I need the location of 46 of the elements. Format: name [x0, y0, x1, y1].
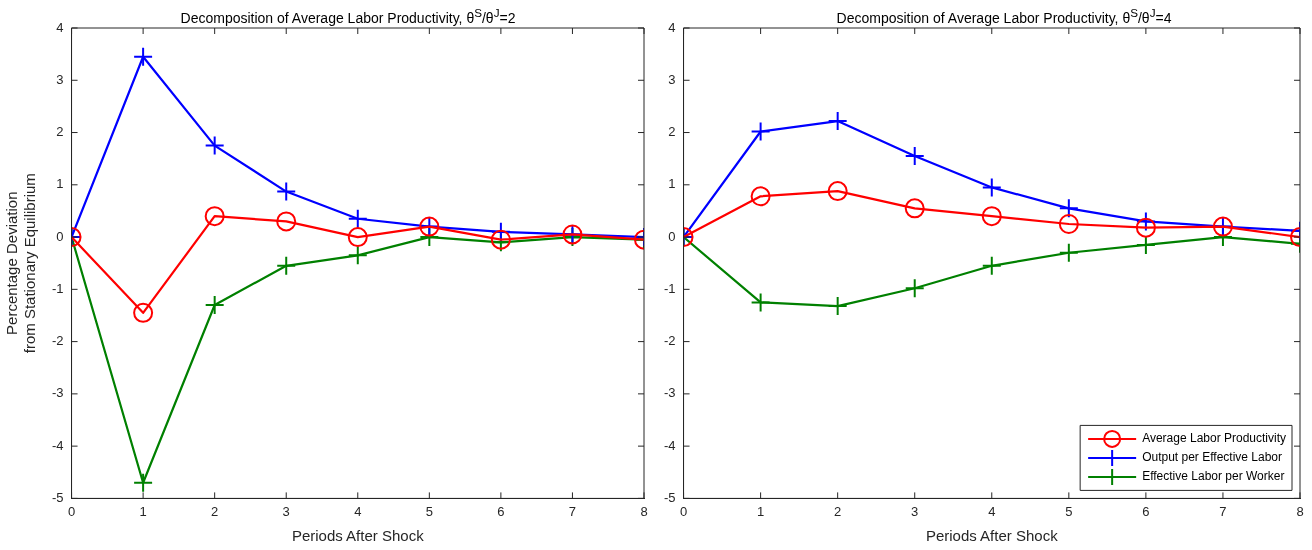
chart-title: Decomposition of Average Labor Productivity, θ$^{S}$/θ$^{J}$=4	[835, 6, 1173, 26]
y-tick-label: -1	[52, 280, 64, 296]
legend-label: Output per Effective Labor	[1142, 450, 1283, 465]
y-tick-label: -4	[664, 437, 676, 453]
x-tick-label: 7	[1219, 503, 1227, 519]
x-tick-label: 8	[640, 503, 648, 519]
y-tick-label: 0	[668, 228, 676, 244]
x-tick-label: 2	[834, 503, 842, 519]
y-tick-label: 2	[56, 124, 64, 140]
x-tick-label: 6	[1142, 503, 1150, 519]
chart-title: Decomposition of Average Labor Productivity, θ$^{S}$/θ$^{J}$=2	[180, 6, 516, 26]
y-tick-label: -1	[664, 280, 676, 296]
y-tick-label: -5	[664, 489, 676, 505]
y-tick-label: -4	[52, 437, 64, 453]
x-tick-label: 0	[67, 503, 76, 519]
x-tick-label: 8	[1296, 503, 1304, 519]
x-axis-title: Periods After Shock	[925, 527, 1059, 545]
y-tick-label: 1	[668, 176, 676, 192]
y-tick-label: 4	[668, 19, 676, 35]
y-tick-label: -3	[664, 385, 676, 401]
legend-label: Effective Labor per Worker	[1142, 469, 1285, 484]
x-tick-label: 1	[757, 503, 765, 519]
legend-label: Average Labor Productivity	[1142, 431, 1286, 446]
y-tick-label: 3	[668, 71, 676, 87]
x-tick-label: 6	[497, 503, 505, 519]
y-tick-label: -2	[52, 333, 64, 349]
x-tick-label: 2	[211, 503, 219, 519]
x-tick-label: 5	[1065, 503, 1073, 519]
y-tick-label: 1	[56, 176, 64, 192]
x-tick-label: 7	[568, 503, 577, 519]
y-tick-label: -2	[664, 333, 676, 349]
y-tick-label: 0	[56, 228, 64, 244]
y-tick-label: -5	[52, 489, 64, 505]
x-tick-label: 3	[911, 503, 919, 519]
y-tick-label: -3	[52, 385, 64, 401]
y-tick-label: 4	[56, 19, 64, 35]
y-tick-label: 3	[56, 71, 64, 87]
x-tick-label: 3	[282, 503, 290, 519]
x-tick-label: 4	[354, 503, 362, 519]
x-tick-label: 0	[679, 503, 688, 519]
y-tick-label: 2	[668, 124, 676, 140]
x-tick-label: 1	[139, 503, 147, 519]
x-axis-title: Periods After Shock	[291, 527, 425, 545]
x-tick-label: 5	[425, 503, 433, 519]
y-axis-title: Percentage Deviation from Stationary Equilibrium	[3, 173, 39, 354]
x-tick-label: 4	[988, 503, 996, 519]
